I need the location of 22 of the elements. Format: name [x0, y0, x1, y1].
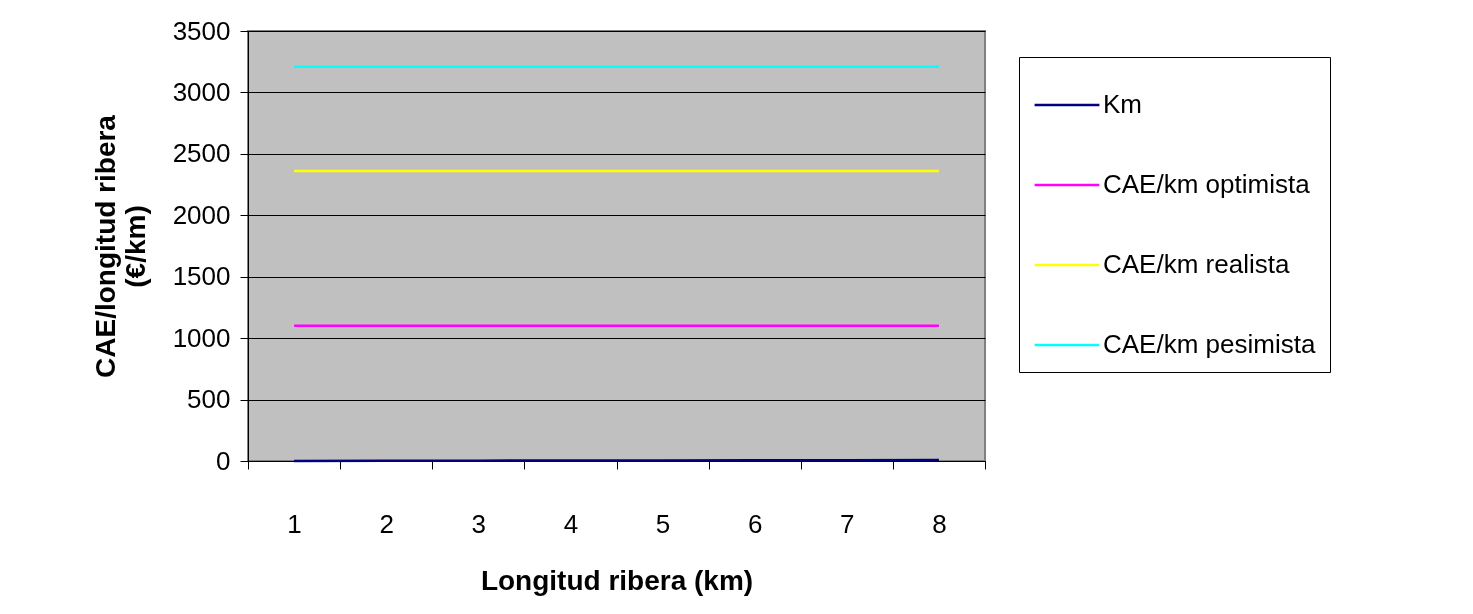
- x-tick-label: 6: [747, 508, 763, 539]
- y-tick-label: 3000: [172, 76, 231, 107]
- legend-label: CAE/km realista: [1103, 249, 1290, 279]
- y-tick-label: 1500: [172, 261, 231, 292]
- x-tick-label: 2: [379, 508, 394, 539]
- y-tick-label: 2000: [172, 199, 231, 230]
- x-tick-label: 8: [932, 508, 947, 539]
- legend-label: CAE/km optimista: [1103, 169, 1311, 199]
- x-axis-title: Longitud ribera (km): [480, 564, 754, 596]
- y-tick-label: 0: [216, 445, 231, 476]
- legend-label: Km: [1103, 89, 1142, 119]
- y-tick-label: 1000: [172, 322, 231, 353]
- y-tick-label: 500: [187, 384, 231, 415]
- y-tick-label: 3500: [172, 15, 231, 46]
- x-tick-label: 5: [655, 508, 671, 539]
- legend-label: CAE/km pesimista: [1103, 329, 1316, 359]
- x-tick-label: 1: [287, 508, 302, 539]
- y-tick-label: 2500: [172, 138, 231, 169]
- y-axis-title: CAE/longitud ribera (€/km): [89, 114, 151, 378]
- x-tick-label: 3: [471, 508, 487, 539]
- x-tick-label: 4: [563, 508, 579, 539]
- x-tick-label: 7: [840, 508, 855, 539]
